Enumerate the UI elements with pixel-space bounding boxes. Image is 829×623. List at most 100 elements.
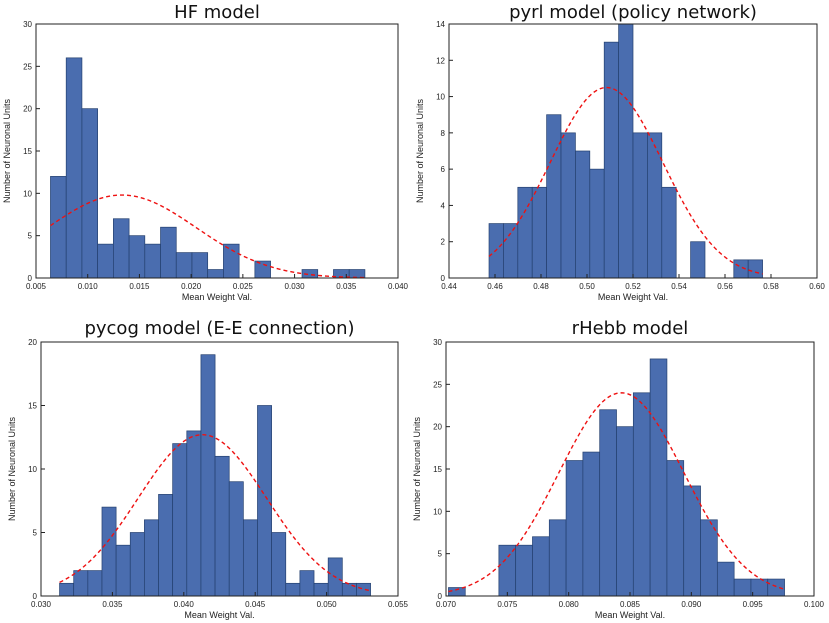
y-tick-label: 25 (433, 380, 442, 389)
histogram-bar (589, 168, 605, 279)
histogram-bar (548, 519, 567, 597)
histogram-bar (191, 252, 209, 279)
x-tick-label: 0.46 (487, 282, 503, 291)
histogram-bar (747, 259, 763, 279)
histogram-bar (700, 519, 718, 597)
y-tick-label: 5 (28, 232, 33, 241)
x-tick-label: 0.54 (671, 282, 687, 291)
y-tick-label: 10 (28, 465, 37, 474)
y-tick-label: 30 (23, 20, 32, 29)
y-tick-label: 2 (441, 238, 446, 247)
x-tick-label: 0.085 (620, 600, 641, 609)
y-tick-label: 10 (433, 507, 442, 516)
x-tick-label: 0.090 (681, 600, 702, 609)
histogram-bar (546, 114, 562, 279)
y-tick-label: 20 (28, 338, 37, 347)
histogram-bar (144, 243, 161, 279)
x-tick-label: 0.095 (743, 600, 764, 609)
histogram-bar (223, 243, 240, 279)
x-axis-label: Mean Weight Val. (184, 610, 254, 620)
histogram-bar (341, 582, 357, 597)
histogram-bar (498, 544, 517, 597)
fit-curve (448, 392, 785, 593)
histogram-bar (517, 186, 533, 279)
histogram-bar (750, 578, 769, 597)
x-tick-label: 0.52 (625, 282, 641, 291)
x-tick-label: 0.045 (245, 600, 266, 609)
chart-title: rHebb model (572, 318, 689, 339)
y-tick-label: 15 (433, 465, 442, 474)
histogram-bar (271, 532, 287, 597)
x-tick-label: 0.58 (763, 282, 779, 291)
x-tick-label: 0.070 (436, 600, 457, 609)
chart-panel-4: rHebb model 0.070 0.075 0.080 0.085 0.090 0.09… (412, 318, 825, 620)
histogram-bar (65, 57, 83, 279)
histogram-bar (129, 532, 145, 597)
y-tick-label: 0 (33, 592, 38, 601)
x-tick-label: 0.035 (102, 600, 123, 609)
histogram-bar (186, 430, 202, 597)
histogram-bar (532, 536, 550, 597)
x-tick-label: 0.050 (317, 600, 338, 609)
histogram-bar (59, 582, 75, 597)
histogram-bar (531, 186, 547, 279)
x-tick-label: 0.040 (388, 282, 409, 291)
histogram-bar (647, 132, 663, 279)
histogram-bar (649, 358, 668, 597)
chart-panel-1: HF model 0.005 0.010 0.015 0.020 0.025 0.030 0.… (2, 2, 409, 302)
y-tick-label: 0 (438, 592, 443, 601)
histogram-bar (214, 455, 230, 597)
histogram-bar (632, 392, 651, 597)
histogram-bar (716, 561, 735, 597)
y-tick-label: 15 (28, 402, 37, 411)
x-axis-label: Mean Weight Val. (182, 292, 252, 302)
histogram-bar (661, 186, 677, 279)
histogram-bar (144, 519, 159, 597)
histogram-bar (690, 241, 706, 279)
histogram-bar (618, 23, 634, 279)
histogram-bar (158, 494, 174, 597)
histogram-bar (87, 570, 103, 597)
y-tick-label: 15 (23, 147, 32, 156)
histogram-bar (242, 519, 258, 597)
x-tick-label: 0.010 (78, 282, 99, 291)
histogram-bar (257, 405, 272, 597)
x-tick-label: 0.075 (497, 600, 518, 609)
chart-title: pyrl model (policy network) (509, 2, 757, 23)
histogram-bar (603, 41, 619, 279)
histogram-bar (616, 426, 634, 597)
histogram-bar (733, 259, 749, 279)
histogram-bar (582, 451, 601, 597)
histogram-bar (172, 443, 188, 597)
histogram-bar (503, 223, 519, 279)
histogram-bar (575, 150, 591, 279)
x-tick-label: 0.005 (26, 282, 47, 291)
x-tick-label: 0.055 (388, 600, 409, 609)
x-tick-label: 0.025 (233, 282, 254, 291)
x-tick-label: 0.56 (717, 282, 733, 291)
histogram-bar (81, 108, 98, 279)
histogram-bar (448, 587, 466, 597)
histogram-bar (254, 260, 271, 279)
y-tick-label: 14 (436, 20, 445, 29)
x-axis-label: Mean Weight Val. (598, 292, 668, 302)
chart-title: HF model (174, 2, 260, 23)
y-tick-label: 10 (23, 189, 32, 198)
y-axis-label: Number of Neuronal Units (415, 98, 425, 203)
histogram-bar (115, 544, 131, 597)
histogram-bar (767, 578, 785, 597)
histogram-bar (515, 544, 533, 597)
y-tick-label: 20 (433, 423, 442, 432)
x-tick-label: 0.44 (441, 282, 457, 291)
chart-panel-3: pycog model (E-E connection) 0.030 0.035 0.… (7, 318, 409, 620)
y-tick-label: 4 (441, 201, 446, 210)
histogram-bar (560, 132, 576, 279)
histogram-bar (632, 132, 648, 279)
histogram-bar (113, 218, 130, 279)
histogram-bar (683, 485, 701, 597)
y-tick-label: 20 (23, 105, 32, 114)
x-tick-label: 0.48 (533, 282, 549, 291)
y-tick-label: 6 (441, 165, 446, 174)
x-tick-label: 0.100 (804, 600, 825, 609)
